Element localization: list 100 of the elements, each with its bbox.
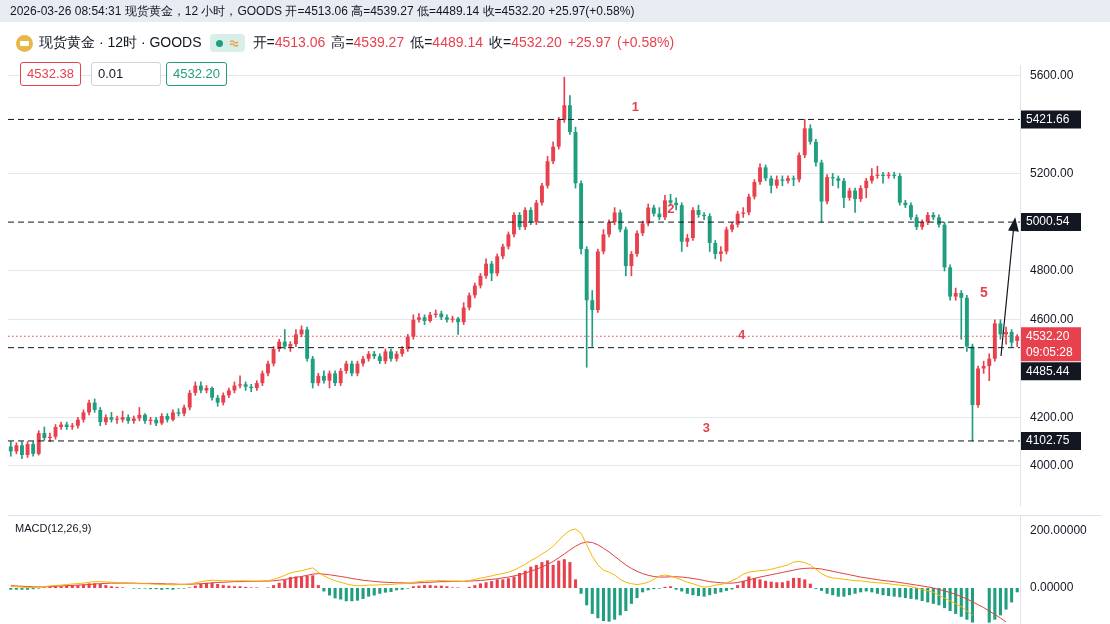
bar [484, 582, 488, 588]
annotation: 2 [667, 201, 675, 217]
bar [881, 588, 885, 596]
bar [277, 582, 281, 588]
bar [383, 588, 387, 593]
bar [915, 588, 919, 600]
bar [344, 588, 348, 602]
annotation: 1 [631, 98, 640, 114]
bar [350, 588, 354, 602]
bar [859, 588, 863, 593]
annotation: 4 [738, 326, 747, 342]
bar [596, 588, 600, 619]
bar [696, 588, 701, 597]
chart-title: 现货黄金 · 12时 · GOODS [39, 34, 202, 52]
candlestick [959, 290, 964, 340]
ref-line-label: 5000.54 [1026, 214, 1070, 229]
y-tick-label: 4800.00 [1030, 263, 1074, 278]
y-tick-label: 4200.00 [1030, 409, 1074, 424]
bar [898, 588, 902, 598]
bar [965, 588, 969, 620]
bar [423, 585, 427, 588]
text: MACD(12,26,9) [15, 522, 92, 534]
text: 开=4513.06 高=4539.27 低=4489.14 收=4532.20 +25.97 (+0.58%) [252, 34, 675, 50]
bar [792, 577, 796, 588]
bar [378, 588, 382, 594]
y-tick-label: 200.00000 [1030, 522, 1088, 537]
annotation: 5 [980, 284, 988, 300]
y-tick-label: 0.00000 [1030, 580, 1074, 595]
bar [825, 588, 829, 594]
candlestick [590, 290, 595, 347]
bar [887, 588, 891, 597]
text: 2026-03-26 08:54:31 现货黄金，12 小时，GOODS 开=4513.06 高=4539.27 低=4489.14 收=4532.20 +25.97(+0.58%) [10, 3, 635, 20]
bar [624, 588, 628, 612]
bar [853, 588, 857, 594]
ref-line-label: 4102.75 [1026, 433, 1070, 448]
bar [613, 588, 617, 620]
candlestick [718, 246, 723, 262]
bar [562, 559, 566, 588]
bar [495, 579, 499, 588]
bar [870, 588, 874, 593]
bar [506, 578, 510, 588]
bar [272, 585, 276, 588]
bar [551, 564, 555, 588]
candlestick [741, 207, 746, 218]
bar [909, 588, 913, 599]
bar [702, 588, 706, 597]
bar [724, 588, 728, 591]
ref-line-label: 4532.20 [1026, 328, 1070, 343]
bar [629, 588, 633, 604]
bar [199, 583, 203, 588]
bar [546, 560, 550, 588]
bar [311, 575, 315, 588]
bar [501, 579, 505, 588]
bar [355, 588, 359, 601]
annotation: 3 [702, 420, 710, 436]
bar [1015, 588, 1019, 593]
bar [534, 564, 538, 588]
bar [579, 588, 583, 594]
bar [361, 588, 365, 599]
bar [736, 585, 740, 588]
bar [786, 580, 790, 588]
bar [1010, 588, 1014, 603]
bar [685, 588, 689, 594]
bar [367, 588, 371, 597]
y-tick-label: 4000.00 [1030, 458, 1074, 473]
bar [764, 580, 768, 588]
bar [512, 576, 516, 588]
bar [993, 588, 997, 620]
bar [970, 588, 975, 623]
candlestick [416, 313, 421, 323]
bar [803, 579, 807, 588]
ref-line-label: 4485.44 [1026, 363, 1070, 378]
bar [708, 588, 712, 596]
candlestick [115, 415, 119, 424]
bar [590, 588, 594, 614]
bar [98, 583, 102, 588]
bar [339, 588, 343, 600]
bar [903, 588, 907, 599]
bar [428, 585, 432, 588]
y-tick-label: 5200.00 [1030, 165, 1074, 180]
bar [635, 588, 639, 599]
text: 09:05:28 [1026, 344, 1074, 359]
bar [300, 576, 304, 588]
bar [808, 583, 812, 588]
bar [892, 588, 896, 597]
bar [780, 582, 784, 588]
bar [557, 560, 561, 588]
bar [987, 588, 991, 623]
bar [221, 585, 225, 588]
bar [775, 582, 779, 588]
candlestick [238, 375, 242, 389]
bar [540, 562, 544, 588]
bar [473, 585, 477, 588]
bar [797, 577, 801, 588]
bar [478, 583, 482, 588]
bar [327, 588, 332, 596]
bar [836, 588, 840, 597]
bar [847, 588, 852, 596]
y-tick-label: 4600.00 [1030, 312, 1074, 327]
bar [305, 575, 309, 588]
